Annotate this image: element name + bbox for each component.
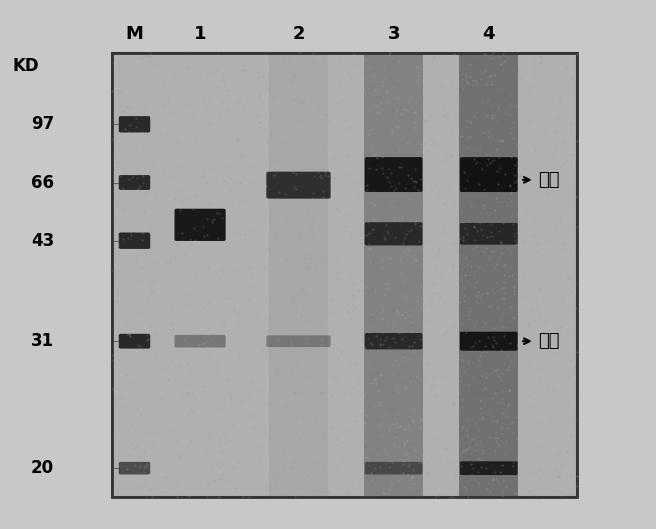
Text: 1: 1 [194, 25, 207, 43]
Text: M: M [125, 25, 144, 43]
Text: 97: 97 [31, 115, 54, 133]
Text: KD: KD [13, 57, 39, 75]
FancyBboxPatch shape [460, 332, 518, 351]
Text: 43: 43 [31, 232, 54, 250]
FancyBboxPatch shape [174, 209, 226, 241]
FancyBboxPatch shape [365, 333, 422, 350]
Bar [459, 53, 518, 497]
FancyBboxPatch shape [460, 157, 518, 192]
FancyBboxPatch shape [119, 462, 150, 475]
FancyBboxPatch shape [119, 232, 150, 249]
FancyBboxPatch shape [460, 461, 518, 475]
Text: 2: 2 [292, 25, 305, 43]
FancyBboxPatch shape [460, 223, 518, 244]
Text: 66: 66 [31, 174, 54, 191]
FancyBboxPatch shape [266, 171, 331, 198]
Text: 3: 3 [387, 25, 400, 43]
FancyBboxPatch shape [119, 116, 150, 132]
FancyBboxPatch shape [266, 335, 331, 347]
Text: 4: 4 [482, 25, 495, 43]
FancyBboxPatch shape [174, 335, 226, 348]
Text: 重链: 重链 [538, 171, 560, 189]
Bar [269, 53, 328, 497]
FancyBboxPatch shape [365, 222, 422, 245]
FancyBboxPatch shape [119, 175, 150, 190]
Bar [112, 53, 577, 497]
Text: 轻链: 轻链 [538, 332, 560, 350]
FancyBboxPatch shape [119, 334, 150, 349]
Text: 20: 20 [31, 459, 54, 477]
Bar [112, 53, 577, 497]
Text: 31: 31 [31, 332, 54, 350]
Bar [364, 53, 423, 497]
FancyBboxPatch shape [365, 157, 422, 192]
FancyBboxPatch shape [365, 462, 422, 475]
